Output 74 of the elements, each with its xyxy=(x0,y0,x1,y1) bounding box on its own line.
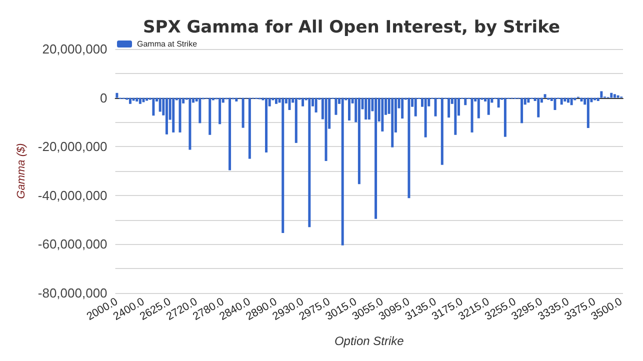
bar xyxy=(334,98,338,115)
bar xyxy=(434,98,437,116)
bar xyxy=(408,98,410,198)
bar xyxy=(497,98,500,108)
bar xyxy=(314,98,318,112)
bar xyxy=(391,98,394,148)
bar xyxy=(381,98,384,132)
bar xyxy=(116,92,118,98)
bar xyxy=(265,98,268,152)
bar xyxy=(401,98,404,119)
bar xyxy=(282,98,284,233)
bar xyxy=(242,98,244,128)
bar xyxy=(537,98,540,118)
bar xyxy=(324,98,328,161)
bar xyxy=(600,91,603,98)
bar xyxy=(544,94,546,98)
bar xyxy=(188,98,192,150)
bar xyxy=(520,98,524,124)
bar xyxy=(504,98,506,137)
bar xyxy=(228,98,232,170)
bar xyxy=(440,98,444,165)
bar xyxy=(198,98,202,124)
bar xyxy=(128,98,132,104)
bar xyxy=(136,98,138,102)
y-axis-title: Gamma ($) xyxy=(16,142,28,199)
bar xyxy=(302,98,304,106)
y-tick-label: -20,000,000 xyxy=(38,139,108,154)
bar xyxy=(454,98,457,135)
bar xyxy=(564,98,566,102)
legend-label: Gamma at Strike xyxy=(137,40,198,48)
bar xyxy=(218,98,222,124)
bar xyxy=(613,94,616,98)
bar xyxy=(172,98,175,132)
bar xyxy=(294,98,298,143)
bar xyxy=(448,98,450,118)
bar xyxy=(152,98,155,116)
bar xyxy=(487,98,490,115)
bar xyxy=(138,98,142,104)
bar xyxy=(424,98,427,138)
bar xyxy=(208,98,212,135)
bar xyxy=(364,98,368,120)
bar xyxy=(288,98,291,110)
bar xyxy=(527,98,530,103)
bar xyxy=(567,98,570,103)
y-tick-label: 20,000,000 xyxy=(42,42,108,56)
y-tick-label: -40,000,000 xyxy=(38,188,108,203)
y-tick-label: -60,000,000 xyxy=(38,236,108,252)
bar xyxy=(374,98,378,219)
bar xyxy=(158,98,162,112)
bar xyxy=(358,98,360,184)
bar xyxy=(348,98,350,120)
bar xyxy=(477,98,480,118)
bar xyxy=(616,95,620,98)
bar xyxy=(470,98,474,132)
bar xyxy=(308,98,311,228)
bar xyxy=(274,98,278,104)
y-tick-label: 0 xyxy=(100,90,108,106)
bar xyxy=(165,98,168,134)
bar xyxy=(586,98,590,128)
chart-title: SPX Gamma for All Open Interest, by Strike xyxy=(143,18,560,38)
bar xyxy=(464,98,467,106)
bar xyxy=(248,98,251,159)
bar xyxy=(610,92,613,98)
bar xyxy=(560,98,563,105)
bar xyxy=(596,98,600,101)
bar xyxy=(368,98,370,120)
bar xyxy=(580,98,583,102)
bar xyxy=(235,98,238,102)
bar xyxy=(570,98,573,106)
bar xyxy=(414,98,417,116)
bar xyxy=(341,98,344,246)
bar xyxy=(554,98,556,110)
y-tick-label: -80,000,000 xyxy=(38,286,108,300)
x-axis-title: Option Strike xyxy=(334,334,404,348)
